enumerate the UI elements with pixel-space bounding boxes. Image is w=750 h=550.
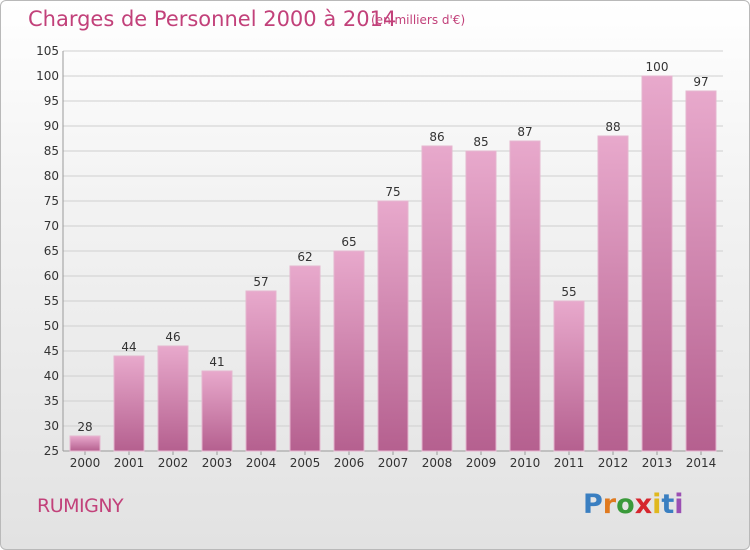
bar-2013 [641,75,673,452]
bar-2001 [113,355,145,452]
bar-2004 [245,290,277,452]
y-tick-label: 105 [36,44,59,58]
data-label-2012: 88 [605,120,620,134]
data-label-2006: 65 [341,235,356,249]
x-tick-label-2001: 2001 [114,456,145,470]
chart-title: Charges de Personnel 2000 à 2014 [28,7,397,31]
y-tick-label: 100 [36,69,59,83]
bar-2008 [421,145,453,452]
bar-2009 [465,150,497,452]
bar-2007 [377,200,409,452]
chart-subtitle: (en milliers d'€) [371,13,466,27]
bar-2011 [553,300,585,452]
y-tick-label: 70 [44,219,59,233]
logo-letter: r [602,489,617,520]
y-tick-label: 45 [44,344,59,358]
bar-2002 [157,345,189,452]
y-tick-label: 55 [44,294,59,308]
y-tick-label: 65 [44,244,59,258]
x-tick-label-2006: 2006 [334,456,365,470]
bar-2000 [69,435,101,452]
x-tick-label-2007: 2007 [378,456,409,470]
bar-2014 [685,90,717,452]
y-tick-label: 25 [44,444,59,458]
bar-2003 [201,370,233,452]
data-label-2013: 100 [646,60,669,74]
bar-2010 [509,140,541,452]
y-tick-label: 75 [44,194,59,208]
logo-letter: P [583,489,603,520]
y-tick-label: 80 [44,169,59,183]
x-tick-label-2012: 2012 [598,456,629,470]
data-label-2003: 41 [209,355,224,369]
logo-letter: o [616,489,635,520]
bar-2012 [597,135,629,452]
data-label-2000: 28 [77,420,92,434]
data-label-2002: 46 [165,330,180,344]
x-tick-label-2003: 2003 [202,456,233,470]
data-label-2010: 87 [517,125,532,139]
logo-letter: t [661,489,675,520]
x-tick-label-2005: 2005 [290,456,321,470]
y-tick-label: 40 [44,369,59,383]
data-label-2001: 44 [121,340,136,354]
y-tick-label: 85 [44,144,59,158]
data-label-2004: 57 [253,275,268,289]
x-tick-label-2008: 2008 [422,456,453,470]
x-tick-label-2002: 2002 [158,456,189,470]
x-tick-label-2014: 2014 [686,456,717,470]
x-tick-label-2009: 2009 [466,456,497,470]
x-tick-label-2013: 2013 [642,456,673,470]
logo-letter: i [674,489,684,520]
y-tick-label: 95 [44,94,59,108]
y-tick-label: 30 [44,419,59,433]
data-label-2007: 75 [385,185,400,199]
data-label-2008: 86 [429,130,444,144]
y-tick-label: 35 [44,394,59,408]
logo-letter: i [652,489,662,520]
data-label-2011: 55 [561,285,576,299]
data-label-2014: 97 [693,75,708,89]
proxiti-logo: Proxiti [583,489,684,520]
y-tick-label: 90 [44,119,59,133]
x-tick-label-2010: 2010 [510,456,541,470]
data-label-2009: 85 [473,135,488,149]
x-tick-label-2004: 2004 [246,456,277,470]
logo-letter: x [634,489,653,520]
y-tick-label: 60 [44,269,59,283]
commune-name: RUMIGNY [37,495,124,517]
data-label-2005: 62 [297,250,312,264]
y-tick-label: 50 [44,319,59,333]
bar-2005 [289,265,321,452]
bar-2006 [333,250,365,452]
x-tick-label-2011: 2011 [554,456,585,470]
x-tick-label-2000: 2000 [70,456,101,470]
